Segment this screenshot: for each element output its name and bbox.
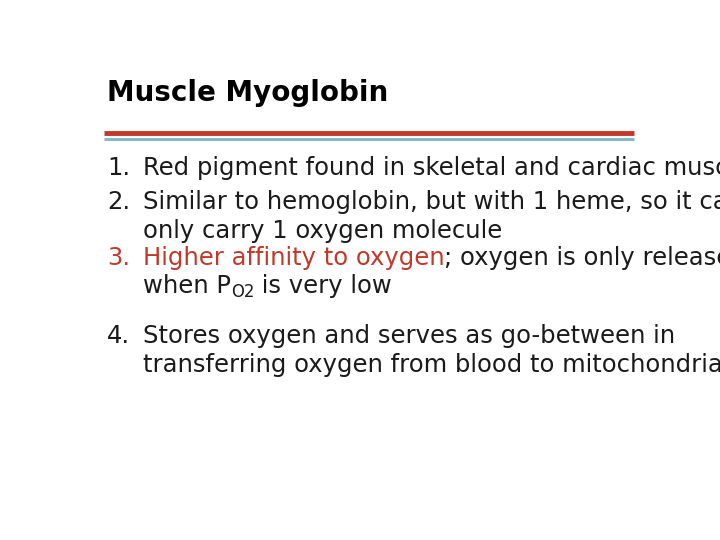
Text: ; oxygen is only released: ; oxygen is only released [444, 246, 720, 270]
Text: O2: O2 [230, 284, 254, 301]
Text: Stores oxygen and serves as go-between in: Stores oxygen and serves as go-between i… [143, 325, 675, 348]
Text: Muscle Myoglobin: Muscle Myoglobin [107, 79, 388, 107]
Text: 3.: 3. [107, 246, 130, 270]
Text: 4.: 4. [107, 325, 130, 348]
Text: 1.: 1. [107, 156, 130, 180]
Text: when P: when P [143, 274, 230, 298]
Text: 2.: 2. [107, 190, 130, 214]
Text: Similar to hemoglobin, but with 1 heme, so it can: Similar to hemoglobin, but with 1 heme, … [143, 190, 720, 214]
Text: Higher affinity to oxygen: Higher affinity to oxygen [143, 246, 444, 270]
Text: transferring oxygen from blood to mitochondria: transferring oxygen from blood to mitoch… [143, 353, 720, 377]
Text: is very low: is very low [254, 274, 392, 298]
Text: only carry 1 oxygen molecule: only carry 1 oxygen molecule [143, 219, 502, 243]
Text: Red pigment found in skeletal and cardiac muscles: Red pigment found in skeletal and cardia… [143, 156, 720, 180]
